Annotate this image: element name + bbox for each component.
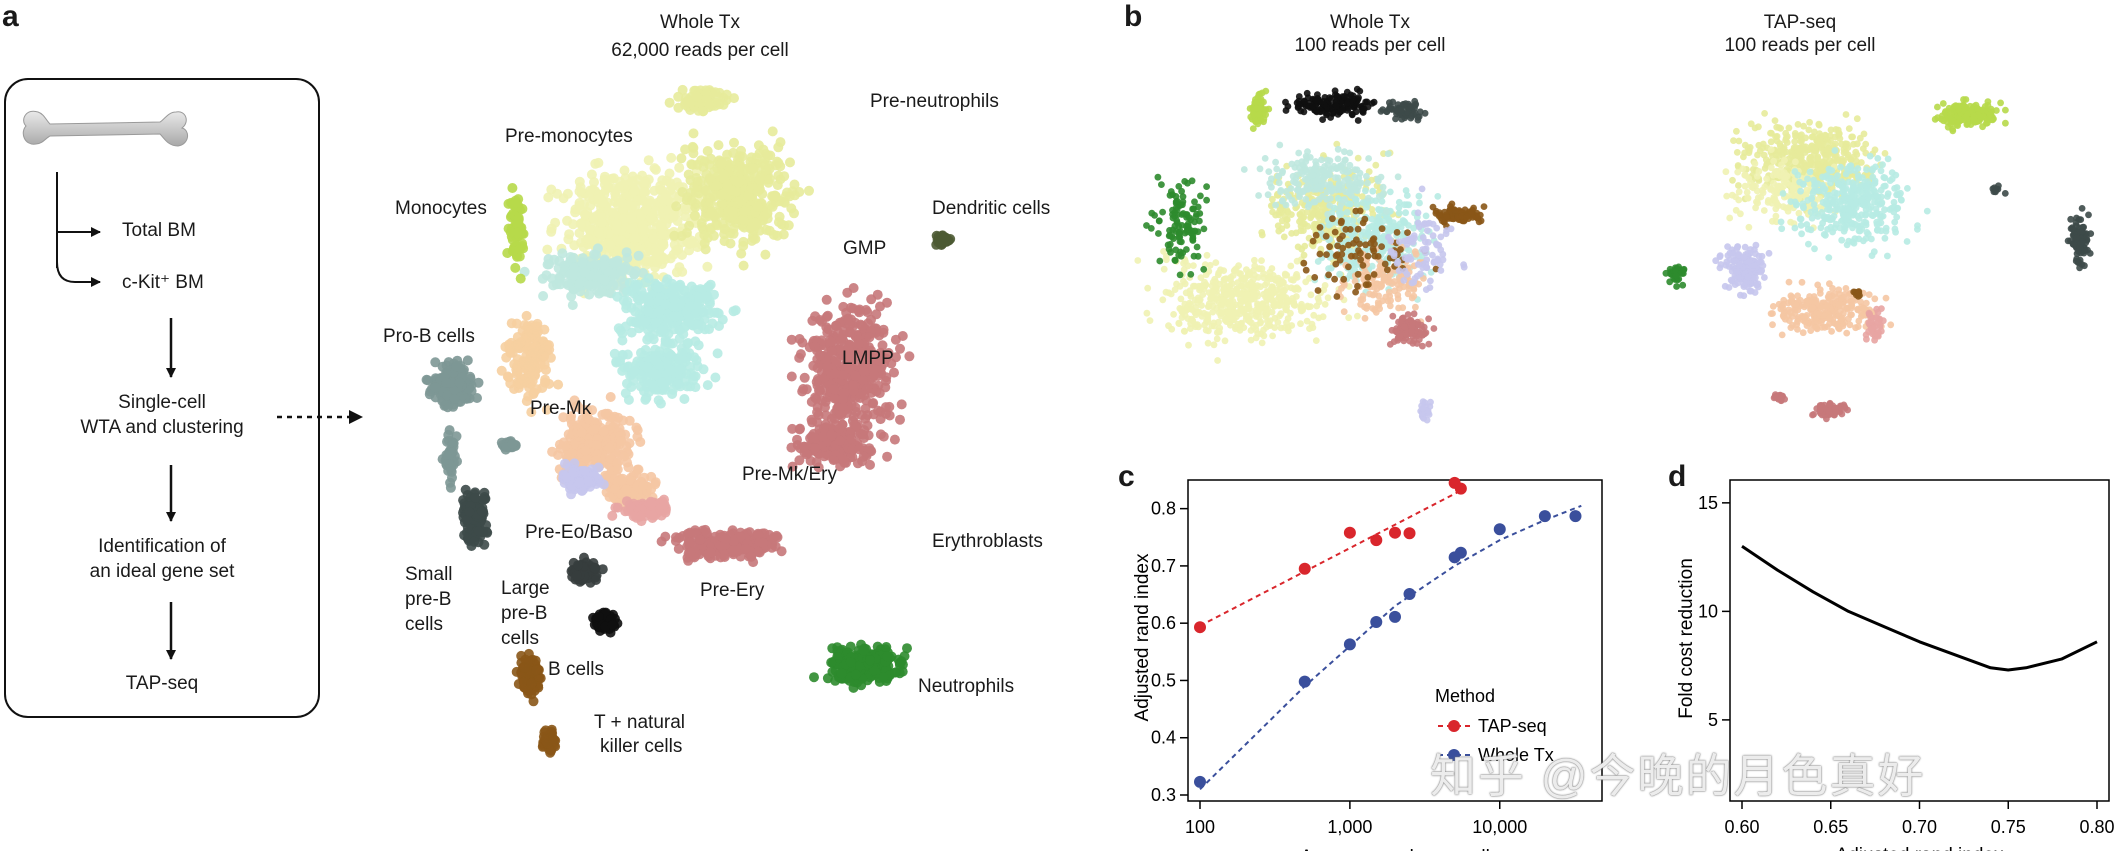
flow-tapseq: TAP-seq <box>125 673 199 694</box>
flow-total-bm: Total BM <box>122 220 196 241</box>
c-point <box>1493 523 1506 536</box>
d-xlabel: Adjusted rand index <box>1836 845 2004 851</box>
d-xtick-label: 0.80 <box>2079 817 2114 837</box>
c-legend-title: Method <box>1435 686 1495 706</box>
c-point <box>1370 616 1383 629</box>
bone-icon <box>22 110 188 147</box>
c-point <box>1389 610 1401 623</box>
d-xtick-label: 0.70 <box>1902 817 1937 837</box>
label-pre-monocytes: Pre-monocytes <box>505 126 633 147</box>
c-ytick-label: 0.5 <box>1151 670 1176 690</box>
c-ytick-label: 0.8 <box>1151 499 1176 519</box>
dotted-arrow <box>277 410 363 424</box>
label-dendritic: Dendritic cells <box>932 198 1051 219</box>
d-ytick-label: 10 <box>1698 601 1718 621</box>
c-point <box>1370 534 1383 547</box>
c-ytick-label: 0.3 <box>1151 785 1176 805</box>
c-legend-marker <box>1448 749 1460 761</box>
label-preeo: Pre-Eo/Baso <box>525 522 633 543</box>
flow-ident-1: Identification of <box>98 536 226 557</box>
c-point <box>1298 675 1311 688</box>
d-xtick-label: 0.65 <box>1813 817 1848 837</box>
umap-wholetx-100 <box>1134 85 1488 424</box>
b-left-title-1: Whole Tx <box>1330 12 1410 33</box>
c-legend-marker <box>1448 720 1460 732</box>
label-preery: Pre-Ery <box>700 580 765 601</box>
c-point <box>1343 526 1356 539</box>
c-point <box>1454 546 1467 559</box>
label-large-1: Large <box>501 578 550 599</box>
c-ytick-label: 0.7 <box>1151 556 1176 576</box>
umap-b-left-points <box>1134 85 1488 424</box>
label-monocytes: Monocytes <box>395 198 487 219</box>
c-point <box>1538 510 1551 523</box>
label-prob: Pro-B cells <box>383 326 475 347</box>
label-large-2: pre-B <box>501 603 548 624</box>
umap-title-2: 62,000 reads per cell <box>611 40 789 61</box>
b-right-title-2: 100 reads per cell <box>1724 35 1876 56</box>
label-small-1: Small <box>405 564 453 585</box>
c-ylabel: Adjusted rand index <box>1132 553 1153 721</box>
umap-tapseq-100 <box>1662 96 2095 423</box>
flow-wta: WTA and clustering <box>80 417 244 438</box>
watermark: 知乎 @今晚的月色真好 <box>1430 750 1926 802</box>
label-small-3: cells <box>405 614 444 635</box>
label-neutro: Neutrophils <box>918 676 1015 697</box>
c-point <box>1343 638 1356 651</box>
chart-d: 5 10 15 0.60 0.65 0.70 0.75 0.80 Adjusted rand i… <box>1676 479 2115 851</box>
c-xlabel: Average reads per cell <box>1300 847 1490 851</box>
umap-title-1: Whole Tx <box>660 12 740 33</box>
c-ytick-label: 0.6 <box>1151 613 1176 633</box>
c-fit-line <box>1199 489 1462 627</box>
panel-b-letter: b <box>1124 0 1143 33</box>
c-point <box>1194 621 1206 634</box>
d-ytick-label: 5 <box>1708 710 1718 730</box>
chart-c-frame <box>1187 479 1603 802</box>
label-bcells: B cells <box>548 659 604 680</box>
label-gmp: GMP <box>843 238 887 259</box>
label-premkery: Pre-Mk/Ery <box>742 464 837 485</box>
c-xtick-label: 1,000 <box>1327 817 1372 837</box>
c-point <box>1569 510 1582 523</box>
chart-c: 0.3 0.4 0.5 0.6 0.7 0.8 100 1,000 10,000 Average … <box>1132 476 1603 851</box>
panel-c-letter: c <box>1118 460 1135 493</box>
label-pre-neutrophils: Pre-neutrophils <box>870 91 999 112</box>
d-curve <box>1741 545 2098 672</box>
umap-main-plot <box>421 84 956 758</box>
b-left-title-2: 100 reads per cell <box>1294 35 1446 56</box>
panel-a-letter: a <box>2 0 19 33</box>
workflow-arrows <box>56 172 176 660</box>
c-legend-label: TAP-seq <box>1478 716 1547 736</box>
c-ytick-label: 0.4 <box>1151 728 1176 748</box>
c-point <box>1389 526 1401 539</box>
label-small-2: pre-B <box>405 589 452 610</box>
d-xtick-label: 0.75 <box>1991 817 2026 837</box>
flow-single-cell: Single-cell <box>118 392 206 413</box>
workflow-box <box>4 78 320 718</box>
umap-b-right-points <box>1662 96 2095 423</box>
label-premk: Pre-Mk <box>530 398 592 419</box>
label-tnk-2: killer cells <box>600 736 683 757</box>
c-point <box>1403 587 1416 600</box>
c-fit-line <box>1199 504 1582 791</box>
flow-ckit-bm: c-Kit⁺ BM <box>122 272 204 293</box>
label-tnk-1: T + natural <box>594 712 686 733</box>
c-point <box>1298 562 1311 575</box>
label-large-3: cells <box>501 628 540 649</box>
panel-d-letter: d <box>1668 460 1687 493</box>
c-xtick-label: 100 <box>1185 817 1215 837</box>
c-legend-label: Whole Tx <box>1478 745 1554 765</box>
c-point <box>1194 775 1206 788</box>
d-ylabel: Fold cost reduction <box>1676 558 1697 719</box>
flow-ident-2: an ideal gene set <box>89 561 235 582</box>
label-erythro: Erythroblasts <box>932 531 1043 552</box>
b-right-title-1: TAP-seq <box>1763 12 1837 33</box>
d-ytick-label: 15 <box>1698 493 1718 513</box>
label-lmpp: LMPP <box>842 348 894 369</box>
c-point <box>1454 482 1467 495</box>
umap-main-points <box>421 84 956 758</box>
c-point <box>1403 527 1416 540</box>
c-xtick-label: 10,000 <box>1472 817 1527 837</box>
d-xtick-label: 0.60 <box>1724 817 1759 837</box>
